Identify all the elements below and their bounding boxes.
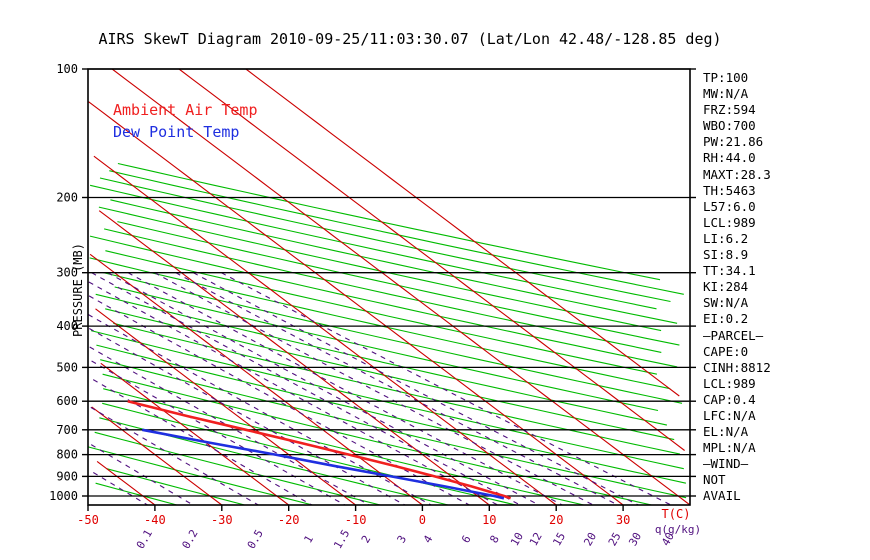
- mixing-ratio-tick: 6: [459, 533, 474, 545]
- mixing-ratio-tick: 25: [606, 530, 624, 548]
- parameter-not: NOT: [703, 472, 726, 488]
- parameter-pw: PW:21.86: [703, 134, 764, 150]
- bottom-axis-tick: 0: [419, 513, 426, 527]
- parameter-ki: KI:284: [703, 279, 749, 295]
- bottom-axis-tick: 20: [549, 513, 563, 527]
- profile-curves: [127, 399, 512, 500]
- y-axis-title: PRESSURE (MB): [71, 243, 85, 337]
- mixing-ratio-tick: 8: [487, 533, 502, 545]
- parameter-l57: L57:6.0: [703, 198, 756, 214]
- parameter-lfc: LFC:N/A: [703, 407, 756, 423]
- mixing-ratio-tick: 40: [659, 530, 677, 548]
- bottom-axis-tick: -40: [144, 513, 166, 527]
- parameter-cinh: CINH:8812: [703, 359, 771, 375]
- parameter-mw: MW:N/A: [703, 86, 749, 102]
- parameter-avail: AVAIL: [703, 488, 741, 504]
- dry-adiabat-lines: [87, 162, 687, 506]
- parameter-lcl: LCL:989: [703, 375, 756, 391]
- parameter-sw: SW:N/A: [703, 295, 749, 311]
- parameter-mpl: MPL:N/A: [703, 440, 756, 456]
- pressure-tick: 1000: [49, 489, 78, 503]
- parameter-parcel: —PARCEL—: [703, 327, 764, 343]
- parameter-rh: RH:44.0: [703, 150, 756, 166]
- bottom-axis-tick: -20: [278, 513, 300, 527]
- mixing-ratio-tick: 15: [550, 530, 568, 548]
- parameter-tt: TT:34.1: [703, 263, 756, 279]
- parameter-si: SI:8.9: [703, 247, 749, 263]
- parameter-tp: TP:100: [703, 70, 749, 85]
- mixing-ratio-tick: 12: [527, 530, 545, 548]
- bottom-axis-tick: -50: [77, 513, 99, 527]
- bottom-axis-tick: -30: [211, 513, 233, 527]
- pressure-tick: 500: [56, 360, 78, 374]
- mixing-ratio-tick: 4: [421, 533, 436, 546]
- bottom-axis-tick: 30: [616, 513, 630, 527]
- mixing-ratio-tick: 20: [581, 530, 599, 548]
- mixing-ratio-tick: 2: [359, 533, 374, 545]
- parameter-cape: CAPE:0: [703, 343, 749, 359]
- legend-ambient-air-temp: Ambient Air Temp: [113, 101, 258, 119]
- parameter-th: TH:5463: [703, 182, 756, 198]
- mixing-ratio-tick: 1.5: [331, 527, 352, 551]
- parameter-wbo: WBO:700: [703, 118, 756, 134]
- profile-curve-ambient-air-temp: [127, 399, 512, 500]
- parameter-li: LI:6.2: [703, 230, 749, 246]
- parameter-lcl: LCL:989: [703, 214, 756, 230]
- mixing-ratio-unit-label: q(g/kg): [655, 523, 701, 536]
- mixing-ratio-tick: 1: [301, 533, 316, 545]
- pressure-tick: 600: [56, 394, 78, 408]
- bottom-axis-tick: -10: [345, 513, 367, 527]
- isotherm-lines: [88, 68, 691, 506]
- bottom-axis-tick: 10: [482, 513, 496, 527]
- mixing-ratio-tick: 0.5: [245, 527, 266, 551]
- mixing-ratio-tick: 0.2: [179, 527, 200, 551]
- derived-parameters-panel: TP:100 MW:N/A FRZ:594 WBO:700 PW:21.86 RH:44.…: [703, 70, 863, 505]
- mixing-ratio-tick: 30: [626, 530, 644, 548]
- temperature-unit-label: T(C): [662, 507, 691, 521]
- pressure-tick: 200: [56, 191, 78, 205]
- pressure-tick: 700: [56, 423, 78, 437]
- legend-dew-point-temp: Dew Point Temp: [113, 123, 239, 141]
- mixing-ratio-lines: [87, 272, 672, 506]
- pressure-tick: 900: [56, 469, 78, 483]
- pressure-tick: 300: [56, 266, 78, 280]
- parameter-frz: FRZ:594: [703, 102, 756, 118]
- parameter-ei: EI:0.2: [703, 311, 749, 327]
- page-title: AIRS SkewT Diagram 2010-09-25/11:03:30.0…: [98, 30, 722, 48]
- mixing-ratio-tick: 10: [508, 530, 526, 548]
- pressure-tick-labels: 100 200 300 400 500 600 700 800 900 1000: [49, 62, 78, 503]
- pressure-tick: 800: [56, 448, 78, 462]
- parameter-el: EL:N/A: [703, 424, 749, 440]
- mixing-ratio-tick: 3: [395, 533, 410, 545]
- pressure-tick: 100: [56, 62, 78, 76]
- parameter-maxt: MAXT:28.3: [703, 166, 771, 182]
- parameter-cap: CAP:0.4: [703, 391, 756, 407]
- bottom-axis-tick-labels: -50 -40 -30 -20 -10 0 10 20 30: [77, 513, 630, 527]
- parameter-wind: —WIND—: [703, 456, 749, 472]
- plot-frame: [82, 68, 696, 511]
- pressure-tick: 400: [56, 319, 78, 333]
- profile-curve-dew-point-temp: [141, 428, 505, 500]
- mixing-ratio-tick-labels: 0.1 0.2 0.5 1 1.5 2 3 4 6 8 10 12 15 20 25 30 40: [134, 527, 677, 551]
- mixing-ratio-tick: 0.1: [134, 527, 155, 551]
